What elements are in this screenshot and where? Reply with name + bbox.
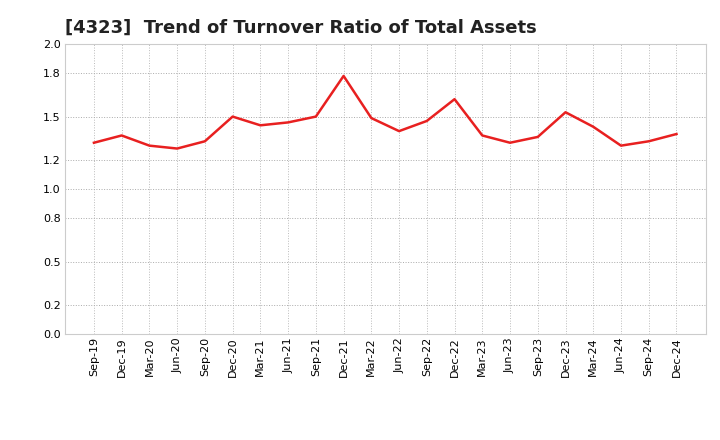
- Text: [4323]  Trend of Turnover Ratio of Total Assets: [4323] Trend of Turnover Ratio of Total …: [65, 19, 536, 37]
